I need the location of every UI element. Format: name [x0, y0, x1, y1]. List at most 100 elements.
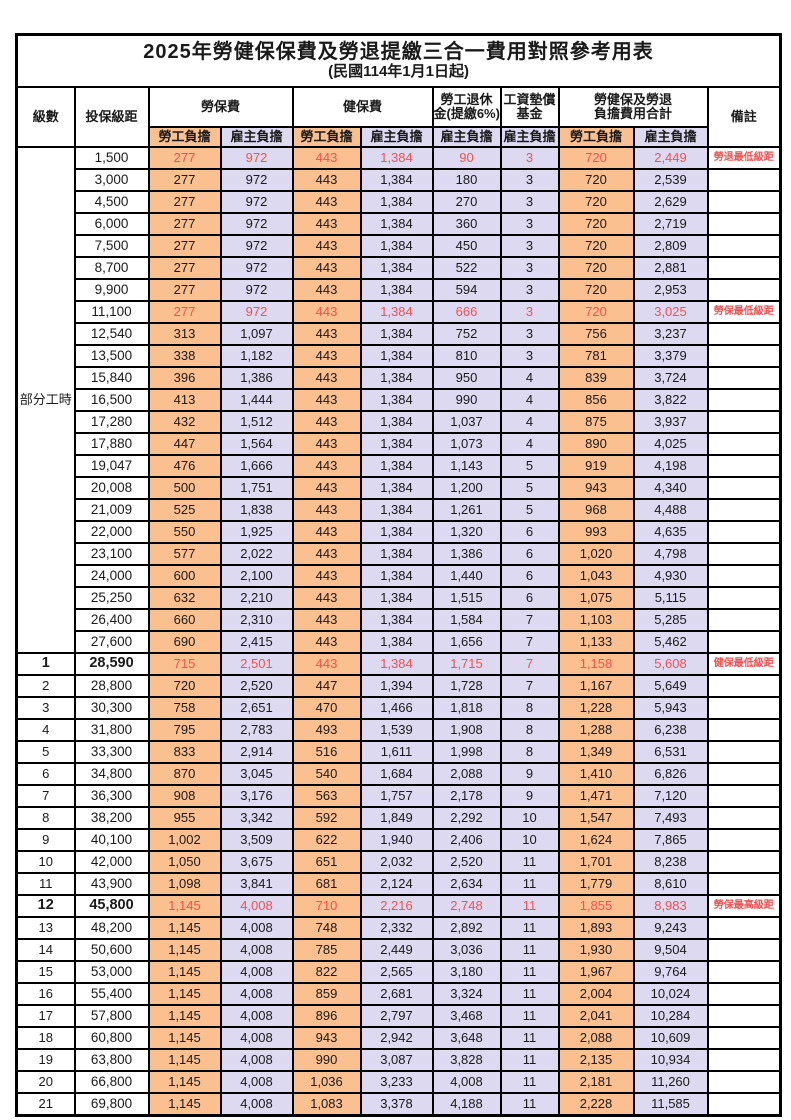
- value-cell: 1,073: [431, 432, 502, 456]
- value-cell: 856: [557, 388, 635, 412]
- value-cell: 1,684: [359, 762, 434, 786]
- table-row: 9 40,100 1,002 3,509 622 1,940 2,406 10 1,624 7,8…: [15, 828, 782, 852]
- table-row: 25,250 632 2,210 443 1,384 1,515 6 1,075 5,115: [17, 586, 782, 610]
- value-cell: 7,865: [632, 828, 709, 852]
- value-cell: 3,233: [359, 1070, 434, 1094]
- value-cell: 11,260: [632, 1070, 709, 1094]
- bracket-cell: 27,600: [73, 630, 150, 654]
- value-cell: 1,261: [431, 498, 502, 522]
- value-cell: 720: [557, 234, 635, 258]
- table-row: 13 48,200 1,145 4,008 748 2,332 2,892 11 1,893 9,…: [15, 916, 782, 940]
- value-cell: 2,100: [219, 564, 294, 588]
- value-cell: 968: [557, 498, 635, 522]
- value-cell: 1,182: [219, 344, 294, 368]
- value-cell: 1,751: [219, 476, 294, 500]
- value-cell: 277: [147, 300, 222, 324]
- value-cell: 470: [291, 696, 362, 720]
- bracket-cell: 63,800: [73, 1048, 150, 1072]
- bracket-cell: 15,840: [73, 366, 150, 390]
- value-cell: 2,520: [431, 850, 502, 874]
- bracket-cell: 25,250: [73, 586, 150, 610]
- table-row: 18 60,800 1,145 4,008 943 2,942 3,648 11 2,088 10…: [15, 1026, 782, 1050]
- value-cell: 908: [147, 784, 222, 808]
- level-cell: 20: [15, 1070, 76, 1094]
- value-cell: 450: [431, 234, 502, 258]
- value-cell: 11: [499, 894, 560, 918]
- value-cell: 10: [499, 828, 560, 852]
- value-cell: 2,210: [219, 586, 294, 610]
- value-cell: 6,826: [632, 762, 709, 786]
- value-cell: 1,893: [557, 916, 635, 940]
- table-row: 7,500 277 972 443 1,384 450 3 720 2,809: [17, 234, 782, 258]
- value-cell: 859: [291, 982, 362, 1006]
- level-cell: 6: [15, 762, 76, 786]
- value-cell: 1,512: [219, 410, 294, 434]
- value-cell: 8,610: [632, 872, 709, 896]
- value-cell: 2,022: [219, 542, 294, 566]
- page-title: 2025年勞健保保費及勞退提繳三合一費用對照參考用表: [143, 41, 654, 64]
- value-cell: 443: [291, 212, 362, 236]
- value-cell: 9,764: [632, 960, 709, 984]
- value-cell: 338: [147, 344, 222, 368]
- table-row: 17,880 447 1,564 443 1,384 1,073 4 890 4,025: [17, 432, 782, 456]
- value-cell: 1,158: [557, 652, 635, 676]
- value-cell: 3: [499, 256, 560, 280]
- value-cell: 1,728: [431, 674, 502, 698]
- value-cell: 1,145: [147, 982, 222, 1006]
- subheader-total-employer: 雇主負擔: [632, 126, 709, 148]
- value-cell: 3,324: [431, 982, 502, 1006]
- value-cell: 7: [499, 608, 560, 632]
- remark-cell: [706, 674, 782, 698]
- value-cell: 11: [499, 960, 560, 984]
- value-cell: 11: [499, 1048, 560, 1072]
- level-cell: 12: [15, 894, 76, 918]
- remark-cell: [706, 586, 782, 610]
- remark-cell: [706, 630, 782, 654]
- bracket-cell: 36,300: [73, 784, 150, 808]
- value-cell: 1,515: [431, 586, 502, 610]
- value-cell: 1,818: [431, 696, 502, 720]
- bracket-cell: 17,280: [73, 410, 150, 434]
- subheader-labor-employer: 雇主負擔: [219, 126, 294, 148]
- value-cell: 522: [431, 256, 502, 280]
- col-header-wage-fund: 工資墊償 基金: [499, 86, 560, 128]
- value-cell: 4,188: [431, 1092, 502, 1116]
- value-cell: 8: [499, 740, 560, 764]
- value-cell: 476: [147, 454, 222, 478]
- remark-cell: [706, 322, 782, 346]
- value-cell: 943: [291, 1026, 362, 1050]
- bracket-cell: 28,800: [73, 674, 150, 698]
- value-cell: 11: [499, 872, 560, 896]
- value-cell: 1,020: [557, 542, 635, 566]
- value-cell: 8,983: [632, 894, 709, 918]
- value-cell: 1,384: [359, 564, 434, 588]
- remark-cell: [706, 256, 782, 280]
- table-row: 23,100 577 2,022 443 1,384 1,386 6 1,020 4,798: [17, 542, 782, 566]
- value-cell: 681: [291, 872, 362, 896]
- remark-cell: [706, 960, 782, 984]
- value-cell: 4,635: [632, 520, 709, 544]
- remark-cell: [706, 806, 782, 830]
- value-cell: 2,634: [431, 872, 502, 896]
- value-cell: 1,050: [147, 850, 222, 874]
- level-cell: 7: [15, 784, 76, 808]
- value-cell: 3: [499, 146, 560, 170]
- table-row: 16,500 413 1,444 443 1,384 990 4 856 3,822: [17, 388, 782, 412]
- value-cell: 443: [291, 432, 362, 456]
- value-cell: 1,384: [359, 190, 434, 214]
- value-cell: 972: [219, 278, 294, 302]
- subheader-total-employee: 勞工負擔: [557, 126, 635, 148]
- table-row: 3 30,300 758 2,651 470 1,466 1,818 8 1,228 5,943: [15, 696, 782, 720]
- value-cell: 1,384: [359, 630, 434, 654]
- value-cell: 4,008: [219, 982, 294, 1006]
- value-cell: 360: [431, 212, 502, 236]
- value-cell: 943: [557, 476, 635, 500]
- subheader-pension-employer: 雇主負擔: [431, 126, 502, 148]
- value-cell: 1,384: [359, 652, 434, 676]
- page-subtitle: (民國114年1月1日起): [328, 63, 469, 81]
- value-cell: 1,145: [147, 1004, 222, 1028]
- value-cell: 3,342: [219, 806, 294, 830]
- premium-comparison-table: 2025年勞健保保費及勞退提繳三合一費用對照參考用表 (民國114年1月1日起)…: [15, 33, 783, 1117]
- value-cell: 443: [291, 542, 362, 566]
- value-cell: 4,488: [632, 498, 709, 522]
